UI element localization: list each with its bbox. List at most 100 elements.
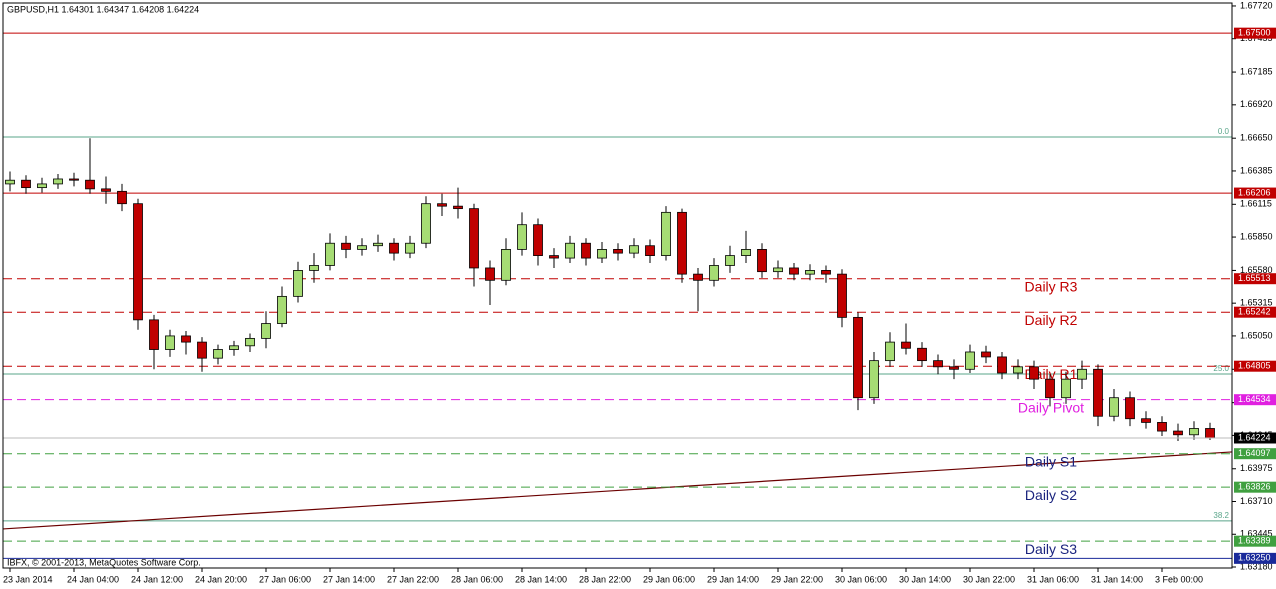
candle-body — [1093, 368, 1103, 417]
x-tick-label: 30 Jan 14:00 — [899, 574, 951, 584]
x-tick-label: 27 Jan 14:00 — [323, 574, 375, 584]
y-tick-label: 1.66385 — [1240, 165, 1273, 175]
trendline — [2, 451, 1233, 530]
y-tick-label: 1.65580 — [1240, 265, 1273, 275]
price-tag-label: 1.64224 — [1238, 432, 1271, 442]
candle-body — [437, 203, 447, 207]
candle-body — [549, 255, 559, 259]
candle-body — [1029, 366, 1039, 380]
price-tag-label: 1.65242 — [1238, 307, 1271, 317]
candle-body — [309, 265, 319, 271]
candle-body — [693, 273, 703, 281]
price-tag — [1234, 394, 1276, 406]
price-tag-label: 1.63250 — [1238, 553, 1271, 563]
x-tick-label: 28 Jan 22:00 — [579, 574, 631, 584]
candle-body — [37, 183, 47, 189]
candle-body — [1013, 366, 1023, 374]
candle-body — [1125, 397, 1135, 420]
candle-body — [181, 335, 191, 343]
price-tag-label: 1.67500 — [1238, 28, 1271, 38]
price-tag — [1234, 27, 1276, 39]
candle-body — [405, 242, 415, 254]
candle-body — [469, 208, 479, 269]
price-tag — [1234, 448, 1276, 460]
y-tick-label: 1.65315 — [1240, 298, 1273, 308]
x-tick-label: 28 Jan 14:00 — [515, 574, 567, 584]
level-name: Daily Pivot — [1018, 399, 1084, 415]
candle-body — [197, 341, 207, 359]
candle-body — [1205, 428, 1215, 439]
candle-body — [597, 249, 607, 259]
x-tick-label: 30 Jan 22:00 — [963, 574, 1015, 584]
candle-body — [389, 242, 399, 254]
x-tick-label: 29 Jan 22:00 — [771, 574, 823, 584]
candle-body — [661, 211, 671, 256]
candle-body — [757, 249, 767, 273]
candle-body — [565, 242, 575, 259]
candle-body — [229, 345, 239, 350]
x-tick-label: 27 Jan 06:00 — [259, 574, 311, 584]
candle-body — [1045, 378, 1055, 399]
candle-body — [117, 190, 127, 205]
price-tag — [1234, 432, 1276, 444]
y-tick-label: 1.63445 — [1240, 529, 1273, 539]
y-tick-label: 1.65050 — [1240, 330, 1273, 340]
candle-body — [85, 179, 95, 190]
candle-body — [581, 242, 591, 259]
candle-body — [869, 360, 879, 399]
x-tick-label: 30 Jan 06:00 — [835, 574, 887, 584]
candle-body — [421, 203, 431, 244]
candle-body — [1061, 378, 1071, 399]
level-name: Daily S1 — [1025, 453, 1077, 469]
price-tag — [1234, 552, 1276, 564]
candle-body — [101, 188, 111, 192]
level-name: Daily S3 — [1025, 541, 1077, 557]
x-tick-label: 3 Feb 00:00 — [1155, 574, 1203, 584]
candle-body — [933, 360, 943, 368]
candle-body — [885, 341, 895, 362]
y-tick-label: 1.63180 — [1240, 561, 1273, 571]
candle-body — [213, 349, 223, 359]
candle-body — [709, 265, 719, 281]
fib-label: 0.0 — [1218, 127, 1230, 136]
candle-body — [373, 242, 383, 247]
candle-body — [725, 255, 735, 266]
candle-body — [949, 366, 959, 370]
x-tick-label: 27 Jan 22:00 — [387, 574, 439, 584]
candle-body — [245, 337, 255, 347]
x-tick-label: 29 Jan 14:00 — [707, 574, 759, 584]
candle-body — [149, 319, 159, 350]
candle-body — [837, 273, 847, 318]
price-tag-label: 1.64097 — [1238, 448, 1271, 458]
plot-border — [2, 2, 1233, 569]
candle-body — [53, 178, 63, 185]
candle-body — [1141, 418, 1151, 423]
x-tick-label: 23 Jan 2014 — [3, 574, 53, 584]
candle-body — [261, 323, 271, 339]
y-tick-label: 1.66650 — [1240, 133, 1273, 143]
candle-body — [997, 356, 1007, 374]
price-tag — [1234, 273, 1276, 285]
price-tag-label: 1.63826 — [1238, 482, 1271, 492]
y-tick-label: 1.65850 — [1240, 231, 1273, 241]
candle-body — [773, 267, 783, 273]
x-tick-label: 24 Jan 12:00 — [131, 574, 183, 584]
candle-body — [485, 267, 495, 281]
candle-body — [533, 224, 543, 256]
candle-body — [1109, 397, 1119, 417]
candle-body — [5, 179, 15, 185]
candle-body — [805, 270, 815, 275]
candle-body — [917, 347, 927, 362]
y-tick-label: 1.66115 — [1240, 199, 1272, 209]
candle-body — [645, 245, 655, 256]
y-tick-label: 1.66920 — [1240, 99, 1273, 109]
candle-body — [853, 316, 863, 399]
candle-body — [821, 270, 831, 275]
candle-body — [21, 179, 31, 189]
candle-body — [293, 270, 303, 297]
candle-body — [501, 249, 511, 281]
price-tag-label: 1.66206 — [1238, 187, 1271, 197]
